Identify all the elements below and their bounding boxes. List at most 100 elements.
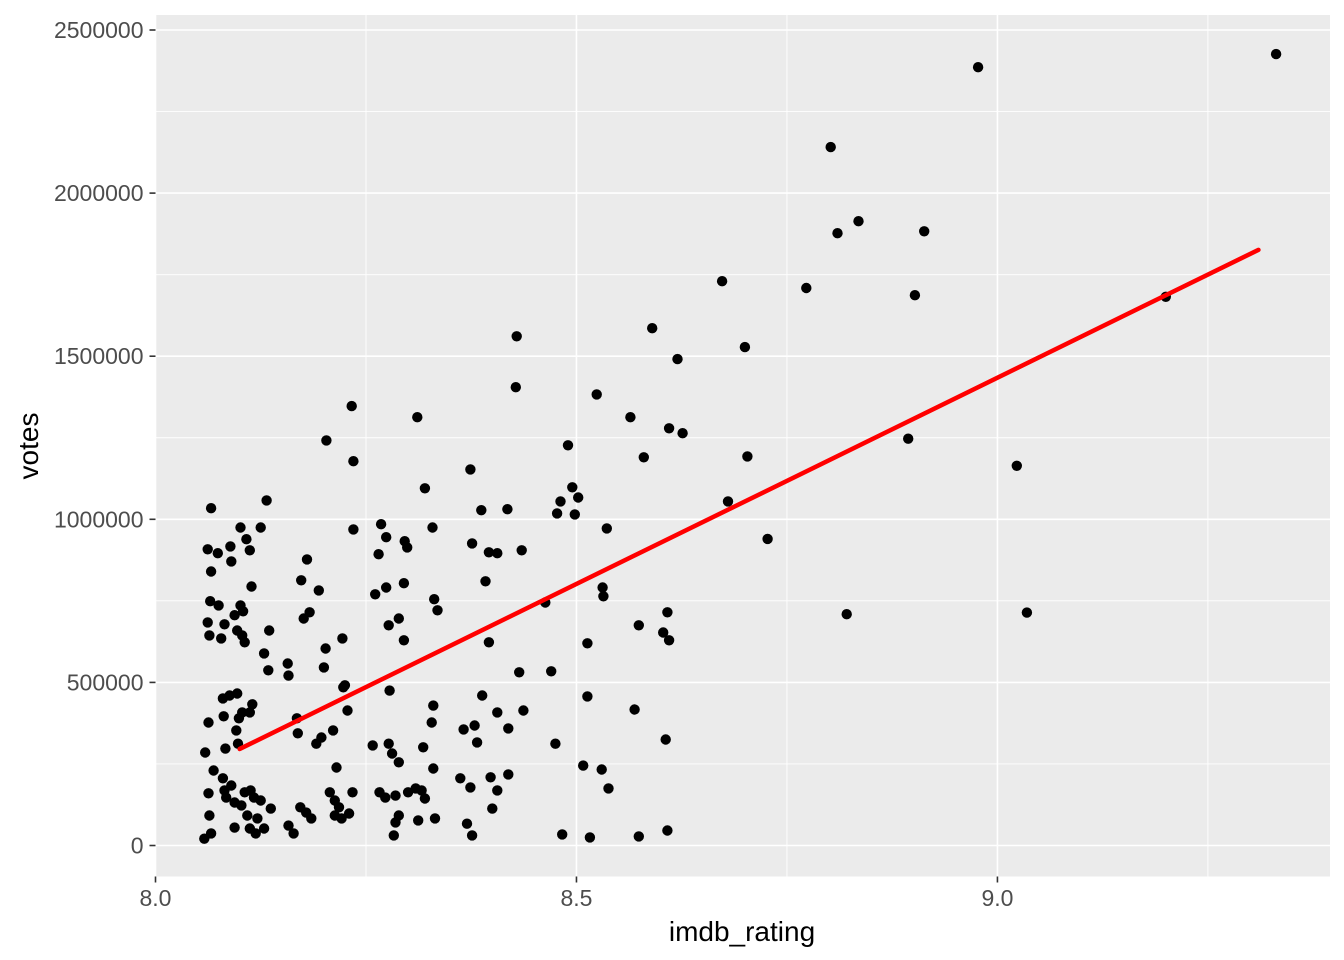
data-point [258,823,270,834]
data-point [569,509,580,520]
data-point [370,589,381,600]
data-point [205,566,217,577]
data-point [367,740,378,751]
data-point [511,331,522,342]
data-point [205,596,216,607]
y-tick-label: 500000 [67,669,144,695]
data-point [428,700,439,711]
y-tick-label: 2000000 [54,180,144,206]
data-point [343,808,355,819]
data-point [333,802,345,813]
data-point [283,820,294,831]
data-point [386,748,398,759]
data-point [204,630,215,641]
data-point [306,813,317,824]
data-point [418,742,429,753]
y-tick-label: 1000000 [54,506,144,532]
data-point [503,723,514,734]
data-point [235,522,246,533]
data-point [263,665,274,676]
data-point [584,832,596,843]
data-point [348,524,359,535]
data-point [282,658,293,669]
data-point [903,433,914,444]
data-point [582,691,593,702]
data-point [381,582,392,593]
data-point [419,483,431,494]
data-point [413,815,424,826]
data-point [390,790,401,801]
y-tick-label: 2500000 [54,17,144,43]
data-point [562,440,574,451]
data-point [919,226,930,237]
data-point [633,831,644,842]
data-point [252,813,263,824]
data-point [381,532,392,543]
data-point [662,607,673,618]
data-point [342,705,353,716]
data-point [514,667,525,678]
data-point [972,61,984,73]
data-point [247,699,258,710]
data-point [557,829,568,840]
data-point [321,435,332,446]
data-point [212,548,223,559]
data-point [762,533,773,545]
data-point [429,594,440,605]
data-point [832,228,843,239]
plot-panel [155,15,1330,877]
y-tick-label: 0 [131,833,144,859]
data-point [229,610,240,621]
data-point [601,523,612,534]
data-point [219,619,230,630]
data-point [722,496,734,507]
data-point [398,578,410,589]
data-point [316,732,327,743]
data-point [337,633,348,644]
data-point [237,707,248,718]
data-point [231,725,242,736]
data-point [288,828,299,839]
x-axis-title: imdb_rating [669,916,815,947]
data-point [203,717,214,728]
data-point [373,549,384,560]
data-point [477,690,488,701]
data-point [427,522,438,533]
data-point [199,833,210,844]
data-point [416,785,427,796]
data-point [567,482,578,493]
data-point [220,743,231,754]
data-point [465,782,476,793]
data-point [502,504,513,515]
data-point [485,772,496,783]
data-point [1011,460,1022,471]
data-point [483,547,495,558]
data-point [428,763,439,774]
data-point [204,810,215,821]
data-point [480,576,491,587]
data-point [466,538,478,549]
data-point [596,764,607,775]
data-point [465,464,476,475]
data-point [298,613,309,624]
data-point [393,757,404,768]
data-point [217,773,229,784]
data-point [660,734,671,745]
data-point [909,290,921,301]
data-point [426,717,437,728]
x-tick-label: 9.0 [981,885,1013,911]
data-point [388,830,399,841]
data-point [672,353,683,365]
data-point [853,216,864,227]
data-point [255,795,266,806]
data-point [320,643,331,654]
data-point [598,591,609,602]
data-point [476,505,487,516]
data-point [202,617,213,628]
data-point [492,785,503,796]
data-point [225,541,236,552]
data-point [716,276,728,287]
data-point [327,725,339,736]
data-point [384,685,395,696]
